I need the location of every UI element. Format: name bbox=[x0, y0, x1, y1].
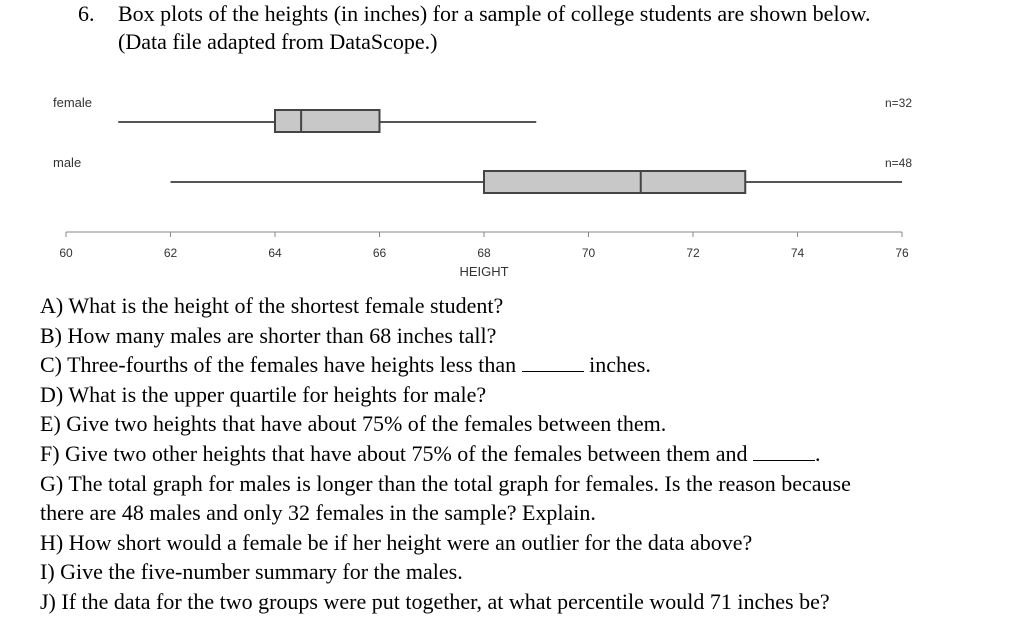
question-i: I) Give the five-number summary for the … bbox=[40, 559, 463, 585]
x-tick-label-62: 62 bbox=[164, 246, 178, 260]
box-plot-chart: female n=32 male n=48 60 62 64 66 68 70 72 74 76 HEIG… bbox=[53, 95, 912, 279]
question-a: A) What is the height of the shortest fe… bbox=[40, 293, 504, 318]
x-tick-label-70: 70 bbox=[582, 246, 596, 260]
x-tick-label-64: 64 bbox=[268, 246, 282, 260]
x-tick-label-68: 68 bbox=[477, 246, 491, 260]
series-label-female: female bbox=[53, 95, 92, 110]
question-j: J) If the data for the two groups were p… bbox=[40, 588, 830, 614]
x-tick-label-76: 76 bbox=[895, 246, 909, 260]
answer-blank bbox=[752, 441, 815, 461]
question-g-continued: there are 48 males and only 32 females i… bbox=[40, 500, 596, 526]
question-e: E) Give two heights that have about 75% … bbox=[40, 411, 667, 437]
problem-statement: Box plots of the heights (in inches) for… bbox=[118, 0, 871, 56]
question-c: C) Three-fourths of the females have hei… bbox=[40, 352, 651, 378]
x-tick-label-74: 74 bbox=[791, 246, 805, 260]
problem-line-1: Box plots of the heights (in inches) for… bbox=[118, 1, 871, 26]
problem-line-2: (Data file adapted from DataScope.) bbox=[118, 29, 438, 54]
x-axis-label: HEIGHT bbox=[459, 264, 508, 279]
x-tick-label-60: 60 bbox=[59, 246, 73, 260]
question-list: A) What is the height of the shortest fe… bbox=[40, 291, 851, 617]
box-male bbox=[483, 170, 747, 194]
sample-size-female: n=32 bbox=[885, 96, 912, 110]
question-f: F) Give two other heights that have abou… bbox=[40, 440, 821, 466]
box-female bbox=[274, 109, 381, 133]
sample-size-male: n=48 bbox=[885, 156, 912, 170]
problem-number: 6. bbox=[78, 1, 95, 26]
series-label-male: male bbox=[53, 155, 81, 170]
question-h: H) How short would a female be if her he… bbox=[40, 529, 753, 555]
answer-blank bbox=[521, 352, 584, 373]
question-d: D) What is the upper quartile for height… bbox=[40, 381, 487, 407]
question-b: B) How many males are shorter than 68 in… bbox=[40, 322, 497, 348]
x-tick-label-72: 72 bbox=[686, 246, 700, 260]
question-g: G) The total graph for males is longer t… bbox=[40, 470, 851, 496]
x-tick-label-66: 66 bbox=[373, 246, 387, 260]
